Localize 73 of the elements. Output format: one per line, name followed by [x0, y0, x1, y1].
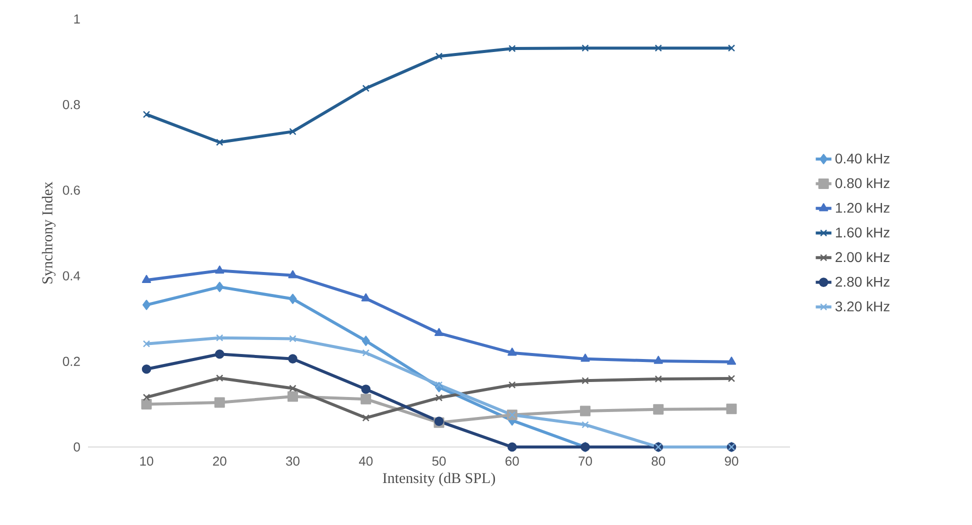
point	[215, 266, 224, 274]
x-tick-label: 70	[578, 456, 592, 466]
point	[582, 377, 589, 384]
legend-label: 3.20 kHz	[835, 301, 890, 312]
point	[288, 354, 298, 364]
point	[362, 349, 370, 356]
y-tick-label: 0.2	[62, 356, 80, 366]
point	[580, 406, 591, 416]
point	[726, 356, 736, 365]
point	[142, 340, 150, 348]
point	[580, 354, 590, 362]
point	[653, 404, 664, 415]
point	[435, 381, 443, 389]
point	[435, 394, 443, 402]
legend-label: 2.80 kHz	[836, 276, 890, 287]
y-tick-label: 0.6	[62, 186, 80, 195]
point	[289, 128, 296, 136]
point	[654, 375, 662, 383]
x-tick-label: 30	[286, 456, 300, 466]
point	[216, 282, 224, 292]
point	[507, 442, 517, 452]
point	[216, 334, 224, 342]
x-tick-label: 90	[724, 456, 738, 466]
point	[289, 335, 296, 342]
point	[728, 374, 736, 382]
point	[362, 336, 370, 346]
point	[728, 44, 736, 52]
point	[288, 294, 297, 304]
point	[434, 328, 444, 336]
point	[214, 397, 225, 408]
legend-label: 1.20 kHz	[836, 202, 890, 213]
legend-label: 0.80 kHz	[835, 178, 890, 188]
point	[508, 348, 517, 356]
point	[289, 384, 296, 392]
point	[582, 421, 589, 428]
point	[142, 394, 150, 401]
point	[216, 374, 224, 382]
point	[360, 394, 372, 404]
legend-label: 1.60 kHz	[836, 227, 890, 238]
y-tick-label: 1	[74, 14, 80, 24]
point	[726, 404, 737, 414]
point	[654, 356, 663, 364]
point	[288, 270, 298, 278]
point	[142, 110, 150, 118]
point	[654, 44, 662, 52]
point	[288, 391, 298, 402]
x-tick-label: 60	[506, 456, 519, 466]
x-tick-label: 40	[358, 456, 373, 466]
y-tick-label: 0.8	[62, 100, 80, 110]
point	[214, 349, 224, 359]
point	[216, 138, 224, 146]
point	[361, 293, 370, 302]
point	[141, 398, 152, 410]
point	[362, 414, 370, 422]
y-tick-label: 0.4	[62, 271, 80, 280]
x-tick-label: 50	[432, 456, 446, 466]
point	[142, 300, 151, 310]
legend-label: 0.40 kHz	[835, 153, 890, 164]
y-tick-label: 0	[74, 442, 80, 452]
y-axis-title: Synchrony Index	[42, 182, 56, 284]
x-tick-label: 20	[213, 456, 226, 466]
point	[508, 381, 516, 389]
point	[361, 384, 371, 394]
x-tick-label: 10	[140, 456, 154, 466]
point	[582, 44, 589, 52]
legend-label: 2.00 kHz	[836, 252, 890, 262]
x-axis-title: Intensity (dB SPL)	[382, 472, 495, 486]
x-tick-label: 80	[652, 456, 666, 466]
point	[508, 44, 516, 52]
point	[142, 364, 152, 374]
point	[142, 274, 152, 283]
point	[362, 84, 370, 92]
point	[435, 52, 443, 60]
